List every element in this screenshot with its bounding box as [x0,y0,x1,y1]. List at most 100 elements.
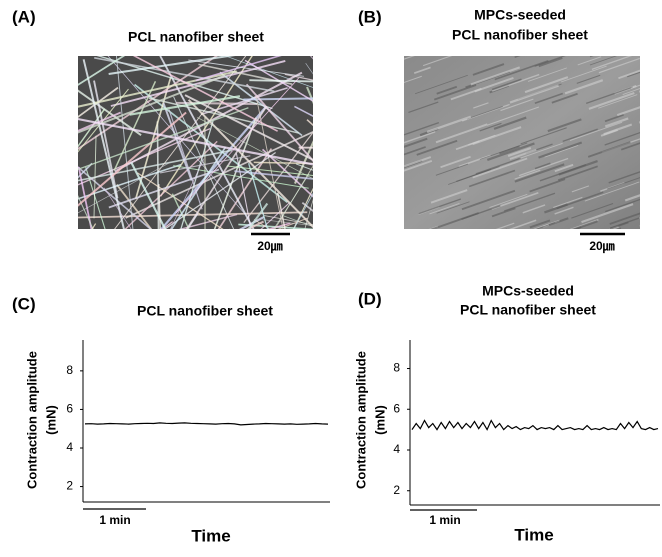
streak [544,144,579,158]
streak [429,202,460,215]
streak [645,109,662,117]
streak [605,198,640,213]
streak [422,56,453,67]
fiber [170,158,205,229]
streak [491,78,522,91]
streak [577,56,602,66]
streak [554,206,574,215]
fiber [245,83,313,163]
streak [539,164,587,182]
streak [493,116,527,130]
streak [556,191,604,210]
fiber [243,97,313,101]
fiber [137,172,224,229]
fiber [0,205,64,269]
streak [447,166,500,185]
streak [639,217,640,220]
y-tick-label: 8 [393,361,400,375]
fiber [134,83,288,203]
fiber [0,154,73,312]
fiber [114,56,247,229]
streak [514,169,541,180]
fiber [213,117,257,229]
fiber [115,56,134,229]
streak [529,178,566,193]
fiber [78,74,226,134]
fiber [110,60,286,107]
streak [560,65,607,83]
y-axis-label: (mN) [43,405,58,435]
fiber [315,51,376,187]
fiber [276,192,286,229]
streak [607,177,640,190]
fiber [93,135,97,219]
fiber [78,56,126,86]
fiber [238,215,265,229]
fiber [78,86,119,119]
x-axis-label: Time [514,525,553,544]
fiber [248,162,269,229]
streak [598,94,638,109]
streak [609,212,640,225]
streak [499,145,520,155]
fiber [195,56,282,82]
streak [440,155,471,169]
streak [418,198,462,215]
data-line [411,419,659,431]
streak [571,203,614,219]
chart-title: PCL nanofiber sheet [460,302,596,318]
streak [436,201,470,214]
fiber [124,140,218,229]
fiber [277,217,308,229]
streak [461,189,516,211]
y-axis-label: Contraction amplitude [24,351,39,489]
streak [404,131,436,144]
data-line [84,422,329,426]
sem-fibers [0,51,376,320]
streak [508,219,537,229]
streak [588,91,635,110]
fiber [238,223,313,229]
streak [416,139,458,156]
streak [466,106,503,120]
fiber [160,56,253,197]
streak [630,84,640,89]
streak [491,73,540,92]
streak [547,118,582,133]
streak [589,56,618,66]
streak [404,56,415,60]
chart-title: MPCs-seeded [482,283,574,299]
fiber [197,117,313,180]
streak [604,113,624,123]
streak [646,204,662,212]
fiber [185,105,268,229]
streak [514,163,565,183]
streak [514,56,521,58]
streak [638,121,640,124]
streak [604,131,640,146]
y-tick-label: 4 [66,440,73,454]
fiber [160,155,251,174]
streak [404,75,422,84]
fiber [108,56,236,76]
fiber [267,222,291,229]
fiber [60,224,135,320]
fiber [78,166,93,229]
fiber [78,161,171,214]
streak [553,196,583,209]
streak [562,128,598,142]
streak [509,84,559,104]
fiber [158,184,161,229]
streak [527,67,567,82]
streak [464,238,487,246]
panel-label: (D) [358,289,382,308]
streak [486,106,540,126]
fiber [113,80,157,171]
streak [587,141,631,158]
y-tick-label: 2 [393,483,400,497]
fiber [260,202,290,229]
fiber [129,95,241,116]
streak [430,189,468,204]
fiber [0,75,69,235]
